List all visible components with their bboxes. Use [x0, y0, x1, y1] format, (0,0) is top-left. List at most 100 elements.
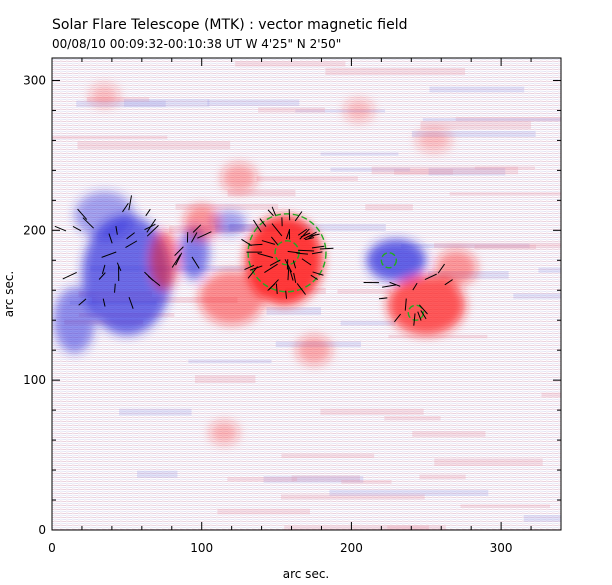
- field-vector: [268, 279, 279, 291]
- streak-band: [119, 408, 192, 416]
- streak-band: [474, 244, 536, 250]
- vector-field: [54, 195, 453, 326]
- streak-band: [513, 293, 561, 299]
- streak-band: [365, 204, 413, 211]
- streak-band: [77, 141, 231, 150]
- field-vector: [287, 266, 290, 281]
- y-axis-label: arc sec.: [2, 271, 16, 317]
- axis-ticks: [51, 58, 562, 531]
- y-tick-label: 100: [23, 373, 46, 387]
- field-vector: [267, 209, 274, 217]
- streak-band: [329, 489, 489, 496]
- field-vector: [247, 266, 258, 279]
- field-vector: [289, 269, 294, 281]
- field-vector: [297, 228, 308, 236]
- positive-polarity-region: [209, 420, 240, 445]
- field-vector: [261, 240, 276, 245]
- field-vector: [312, 271, 324, 276]
- field-vector: [145, 208, 151, 217]
- x-axis-label: arc sec.: [283, 567, 329, 581]
- streak-band: [337, 289, 392, 294]
- field-vector: [115, 226, 118, 235]
- streak-band: [429, 86, 525, 93]
- streak-bands: [52, 61, 561, 530]
- streak-band: [474, 166, 535, 170]
- streak-band: [428, 167, 506, 176]
- field-vector: [191, 256, 200, 269]
- streak-band: [401, 243, 530, 249]
- streak-band: [420, 121, 532, 130]
- field-vector: [77, 208, 88, 220]
- field-vector: [285, 290, 288, 299]
- streak-band: [434, 458, 543, 466]
- streak-band: [384, 416, 441, 421]
- positive-polarity-region: [221, 162, 258, 193]
- streak-band: [523, 515, 561, 522]
- streak-band: [76, 100, 166, 107]
- field-vector: [287, 250, 301, 254]
- field-contour: [247, 213, 327, 293]
- field-vector: [298, 249, 315, 252]
- streak-band: [541, 392, 561, 398]
- polarity-regions: [53, 83, 478, 445]
- streak-band: [256, 176, 358, 181]
- field-vector: [72, 226, 82, 232]
- tick-labels: 0 100 200 300 0 100 200 300: [23, 73, 512, 555]
- field-vector: [296, 252, 309, 255]
- streak-band: [227, 477, 298, 482]
- positive-polarity-region: [343, 98, 374, 123]
- field-vector: [284, 259, 293, 273]
- streak-band: [411, 130, 536, 138]
- observation-info: 00/08/10 00:09:32-00:10:38 UT W 4'25" N …: [52, 37, 342, 51]
- field-vector: [404, 298, 407, 311]
- streak-band: [341, 480, 392, 484]
- field-vector: [116, 262, 122, 272]
- streak-band: [227, 189, 296, 197]
- field-vector: [389, 281, 401, 287]
- streak-band: [320, 152, 399, 156]
- field-vector: [285, 229, 290, 240]
- field-vector: [128, 296, 134, 309]
- field-vector: [378, 297, 388, 300]
- field-vector: [275, 283, 278, 295]
- streak-band: [235, 61, 346, 67]
- field-vector: [122, 202, 129, 213]
- field-vector: [78, 298, 87, 306]
- streak-band: [175, 203, 279, 210]
- field-contour: [407, 304, 424, 321]
- x-tick-label: 100: [190, 541, 213, 555]
- streak-band: [281, 494, 425, 500]
- streak-band: [188, 359, 272, 364]
- streak-band: [215, 224, 275, 233]
- field-vector: [382, 284, 397, 288]
- field-vector: [271, 223, 283, 237]
- field-vector: [171, 254, 181, 268]
- field-vector: [174, 246, 184, 257]
- field-vector: [114, 283, 116, 293]
- streak-band: [449, 192, 561, 196]
- streak-band: [434, 242, 561, 249]
- streak-band: [412, 430, 486, 437]
- field-vector: [420, 310, 427, 320]
- field-vector: [444, 279, 453, 286]
- field-vector: [418, 304, 428, 315]
- streak-band: [538, 267, 561, 273]
- streak-band: [52, 135, 168, 140]
- field-vector: [253, 219, 262, 233]
- positive-polarity-region: [387, 275, 466, 336]
- field-vector: [311, 251, 323, 255]
- field-vector: [292, 260, 297, 269]
- streak-band: [217, 508, 310, 515]
- streak-band: [258, 107, 325, 113]
- streak-band: [207, 99, 300, 107]
- field-vector: [146, 225, 159, 237]
- field-vector: [294, 211, 303, 222]
- field-vector: [102, 298, 106, 307]
- field-vector: [311, 245, 325, 249]
- streak-band: [455, 117, 561, 122]
- field-vector: [412, 282, 418, 291]
- field-vector: [269, 259, 281, 267]
- field-vector: [310, 274, 318, 281]
- field-vector: [271, 206, 277, 216]
